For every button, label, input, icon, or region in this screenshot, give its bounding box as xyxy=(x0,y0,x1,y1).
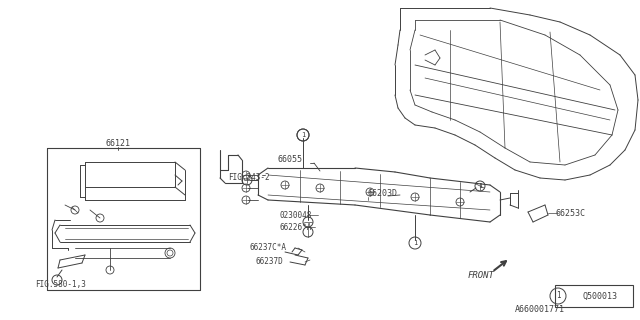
Text: 1: 1 xyxy=(478,183,482,189)
Text: 66237C*A: 66237C*A xyxy=(250,244,287,252)
Text: FIG.343-2: FIG.343-2 xyxy=(228,173,269,182)
Text: 66226*A: 66226*A xyxy=(280,223,312,233)
Text: 0230048: 0230048 xyxy=(280,211,312,220)
Text: 1: 1 xyxy=(556,292,560,300)
Text: 66203D: 66203D xyxy=(368,188,398,197)
Text: A660001771: A660001771 xyxy=(515,306,565,315)
Text: 1: 1 xyxy=(301,132,305,138)
Text: 66055: 66055 xyxy=(278,156,303,164)
Text: 66121: 66121 xyxy=(105,139,130,148)
Text: FIG.580-1,3: FIG.580-1,3 xyxy=(35,281,86,290)
Text: 66237D: 66237D xyxy=(255,258,283,267)
Text: FRONT: FRONT xyxy=(468,270,495,279)
Text: 66253C: 66253C xyxy=(555,209,585,218)
FancyBboxPatch shape xyxy=(555,285,633,307)
Text: 1: 1 xyxy=(413,240,417,246)
Text: Q500013: Q500013 xyxy=(582,292,618,300)
